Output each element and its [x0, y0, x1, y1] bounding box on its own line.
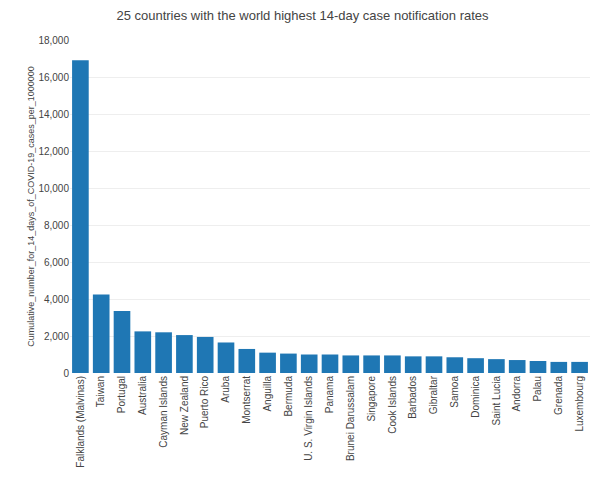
- svg-text:Panama: Panama: [324, 376, 335, 414]
- svg-text:Bermuda: Bermuda: [283, 376, 294, 417]
- svg-text:Gibraltar: Gibraltar: [428, 375, 439, 414]
- svg-text:14,000: 14,000: [38, 109, 69, 120]
- svg-text:Aruba: Aruba: [220, 376, 231, 403]
- svg-text:Brunei Darussalam: Brunei Darussalam: [345, 376, 356, 461]
- svg-text:10,000: 10,000: [38, 183, 69, 194]
- svg-text:16,000: 16,000: [38, 72, 69, 83]
- svg-text:New Zealand: New Zealand: [179, 376, 190, 435]
- svg-text:Montserrat: Montserrat: [241, 376, 252, 424]
- svg-text:Falklands (Malvinas): Falklands (Malvinas): [75, 376, 86, 468]
- svg-text:Grenada: Grenada: [553, 376, 564, 415]
- svg-text:2,000: 2,000: [44, 331, 69, 342]
- svg-text:6,000: 6,000: [44, 257, 69, 268]
- svg-text:Cayman Islands: Cayman Islands: [158, 376, 169, 448]
- svg-text:4,000: 4,000: [44, 294, 69, 305]
- svg-text:Puerto Rico: Puerto Rico: [199, 376, 210, 429]
- svg-text:12,000: 12,000: [38, 146, 69, 157]
- svg-text:Andorra: Andorra: [511, 376, 522, 412]
- svg-text:Portugal: Portugal: [116, 376, 127, 413]
- svg-text:Singapore: Singapore: [366, 376, 377, 422]
- svg-text:Cook Islands: Cook Islands: [387, 376, 398, 434]
- svg-text:0: 0: [63, 368, 69, 379]
- svg-text:Australia: Australia: [137, 376, 148, 415]
- svg-text:Anguilla: Anguilla: [262, 376, 273, 412]
- svg-text:Palau: Palau: [532, 376, 543, 402]
- svg-text:25 countries with the world hi: 25 countries with the world highest 14-d…: [116, 8, 489, 23]
- svg-text:Samoa: Samoa: [449, 376, 460, 408]
- svg-text:Saint Lucia: Saint Lucia: [491, 376, 502, 426]
- svg-text:Luxembourg: Luxembourg: [574, 376, 585, 432]
- svg-text:18,000: 18,000: [38, 35, 69, 46]
- svg-text:Taiwan: Taiwan: [95, 376, 106, 407]
- svg-text:Cumulative_number_for_14_days_: Cumulative_number_for_14_days_of_COVID-1…: [26, 66, 36, 347]
- svg-text:Barbados: Barbados: [407, 376, 418, 419]
- svg-text:Dominica: Dominica: [470, 376, 481, 418]
- svg-text:U. S. Virgin Islands: U. S. Virgin Islands: [303, 376, 314, 461]
- svg-text:8,000: 8,000: [44, 220, 69, 231]
